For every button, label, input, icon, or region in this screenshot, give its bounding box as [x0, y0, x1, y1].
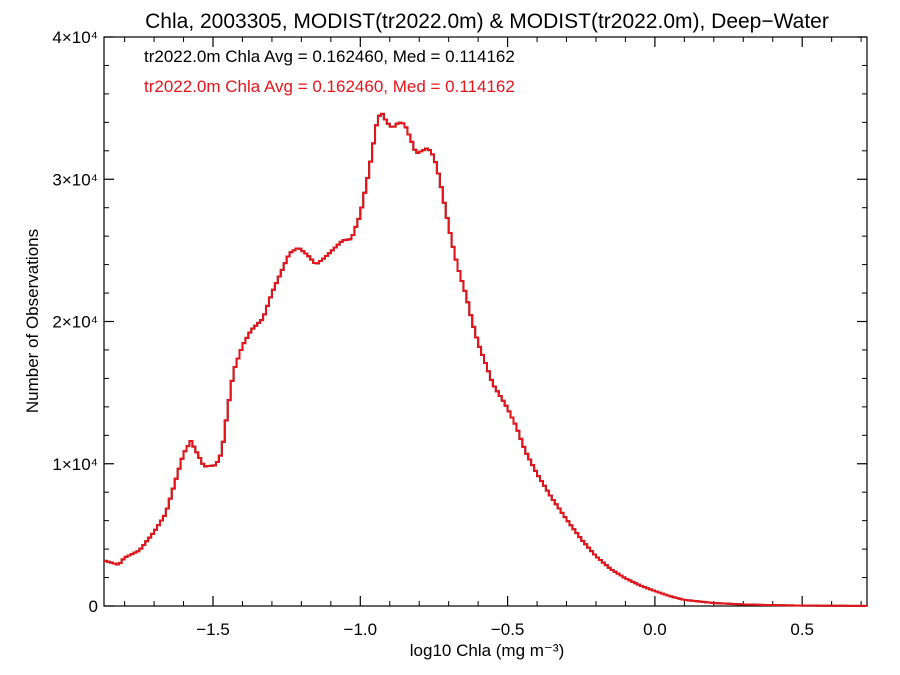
y-tick-label: 1×10⁴ [52, 455, 98, 474]
plot-frame [103, 36, 868, 607]
x-tick-label: 0.5 [790, 620, 814, 639]
axis-ticks [104, 36, 867, 607]
y-tick-label: 0 [89, 597, 98, 616]
x-tick-label: −0.5 [491, 620, 525, 639]
chart-title: Chla, 2003305, MODIST(tr2022.0m) & MODIS… [145, 10, 829, 33]
x-tick-labels: −1.5 −1.0 −0.5 0.0 0.5 [196, 620, 814, 639]
x-tick-label: −1.0 [344, 620, 378, 639]
y-tick-label: 3×10⁴ [52, 170, 98, 189]
y-tick-label: 4×10⁴ [52, 28, 98, 47]
x-tick-label: −1.5 [196, 620, 230, 639]
x-tick-label: 0.0 [643, 620, 667, 639]
series-layer [104, 112, 867, 607]
histogram-series-0 [104, 112, 867, 607]
y-tick-labels: 0 1×10⁴ 2×10⁴ 3×10⁴ 4×10⁴ [52, 28, 98, 616]
histogram-series-1 [104, 112, 867, 607]
stats-annotation-black: tr2022.0m Chla Avg = 0.162460, Med = 0.1… [144, 47, 515, 66]
y-axis-label: Number of Observations [23, 229, 42, 413]
x-axis-label: log10 Chla (mg m⁻³) [410, 641, 564, 660]
stats-annotation-red: tr2022.0m Chla Avg = 0.162460, Med = 0.1… [144, 77, 515, 96]
y-tick-label: 2×10⁴ [52, 313, 98, 332]
